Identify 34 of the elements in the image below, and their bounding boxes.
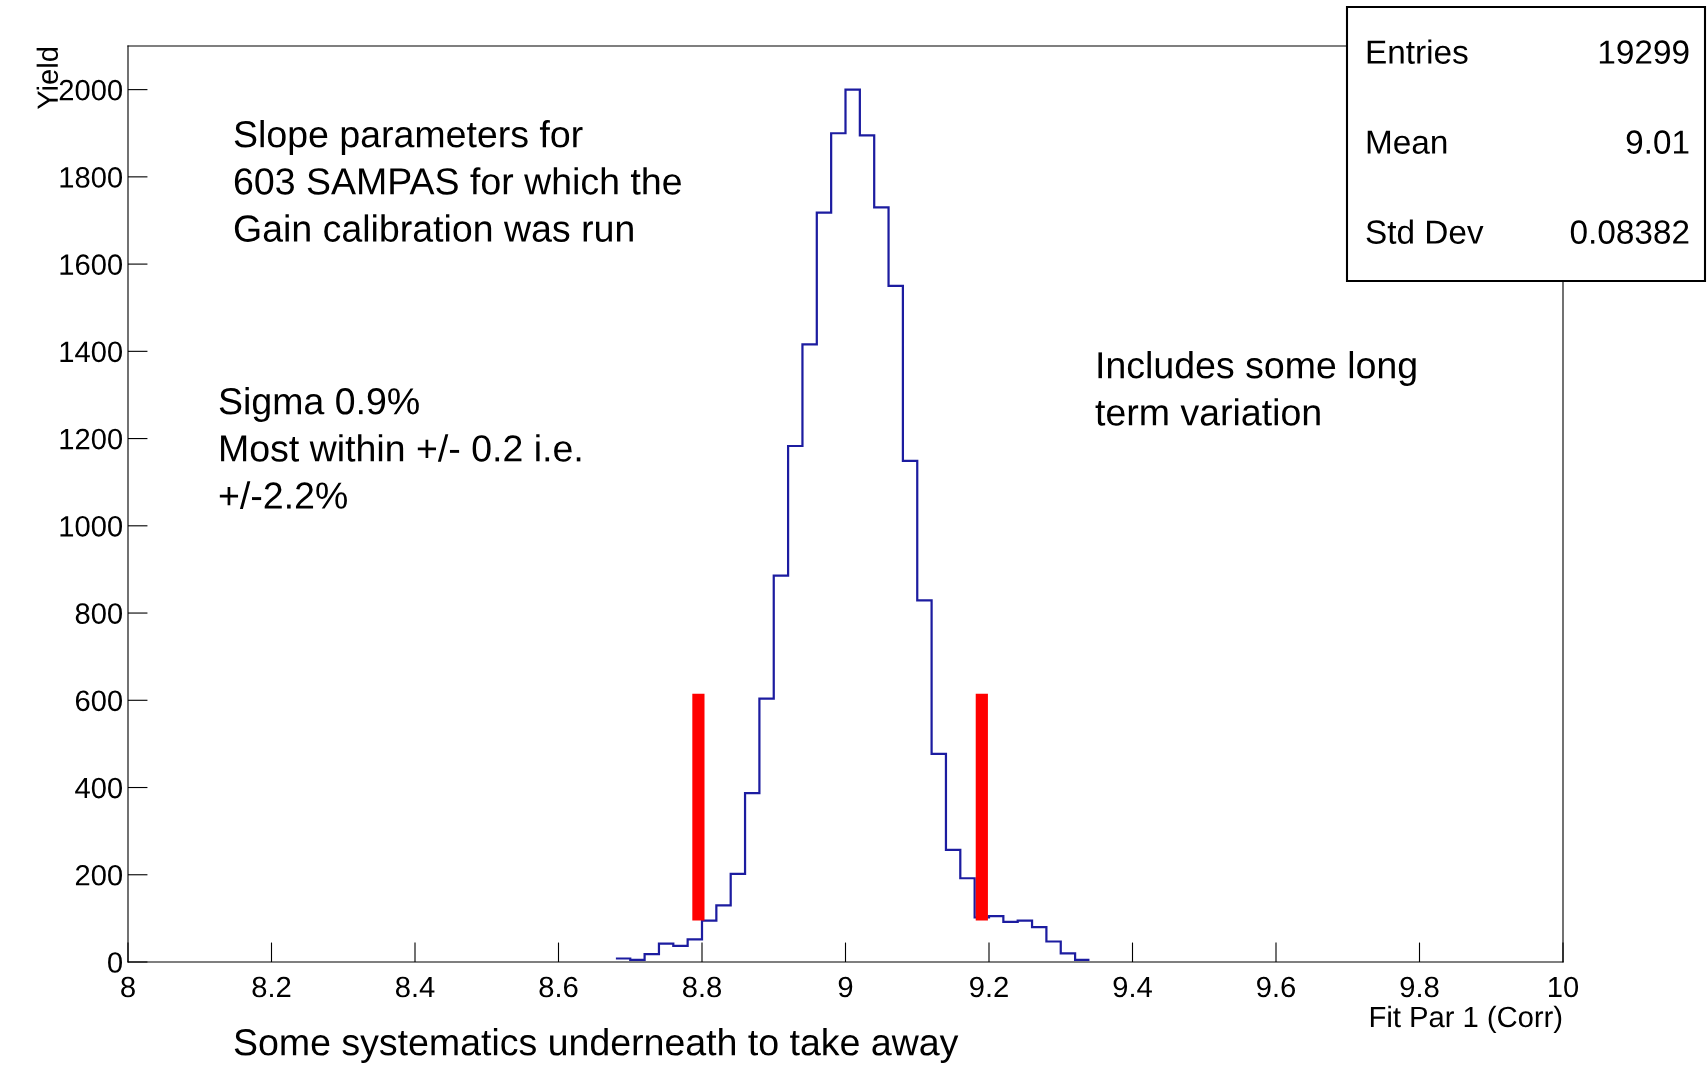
x-tick-label: 9.6 (1257, 976, 1295, 998)
y-tick-label: 200 (75, 864, 122, 886)
text: 0.08382 (1570, 220, 1689, 244)
annotation: Mean (1367, 130, 1447, 154)
x-axis-title: Fit Par 1 (Corr) (1370, 1005, 1562, 1034)
annotation: Includes some long term variation (1095, 351, 1416, 426)
text: 9.01 (1626, 130, 1689, 154)
annotation: Slope parameters for 603 SAMPAS for which the Gain calibration was run (234, 120, 681, 242)
x-tick-label: 10 (1549, 976, 1579, 998)
text: 19299 (1599, 40, 1689, 64)
x-tick-label: 8.6 (539, 976, 578, 998)
x-tick-label: 9.8 (1400, 976, 1439, 998)
x-tick-label: 9 (838, 976, 853, 998)
x-tick-label: 8.2 (252, 976, 291, 998)
y-axis-title: Yield (36, 47, 59, 110)
annotation: Entries (1367, 39, 1468, 64)
y-tick-label: 1600 (60, 254, 122, 275)
y-tick-label: 1800 (60, 167, 122, 188)
y-tick-label: 1000 (60, 516, 122, 537)
annotation: Sigma 0.9% Most within +/- 0.2 i.e. +/-2.2% (219, 387, 581, 509)
y-tick-label: 600 (75, 690, 122, 712)
y-tick-label: 1200 (60, 428, 122, 450)
x-tick-label: 9.2 (970, 976, 1008, 998)
annotation: Std Dev (1366, 219, 1484, 244)
x-tick-label: 8 (121, 976, 135, 998)
x-tick-label: 8.8 (683, 976, 722, 998)
y-tick-label: 2000 (59, 79, 122, 101)
y-tick-label: 0 (108, 952, 122, 973)
y-tick-label: 400 (75, 777, 122, 799)
x-tick-label: 8.4 (396, 976, 435, 998)
text: Some systematics underneath to take away (234, 1028, 959, 1063)
y-tick-label: 1400 (60, 341, 122, 363)
x-tick-label: 9.4 (1113, 976, 1152, 998)
y-tick-label: 800 (75, 603, 122, 624)
